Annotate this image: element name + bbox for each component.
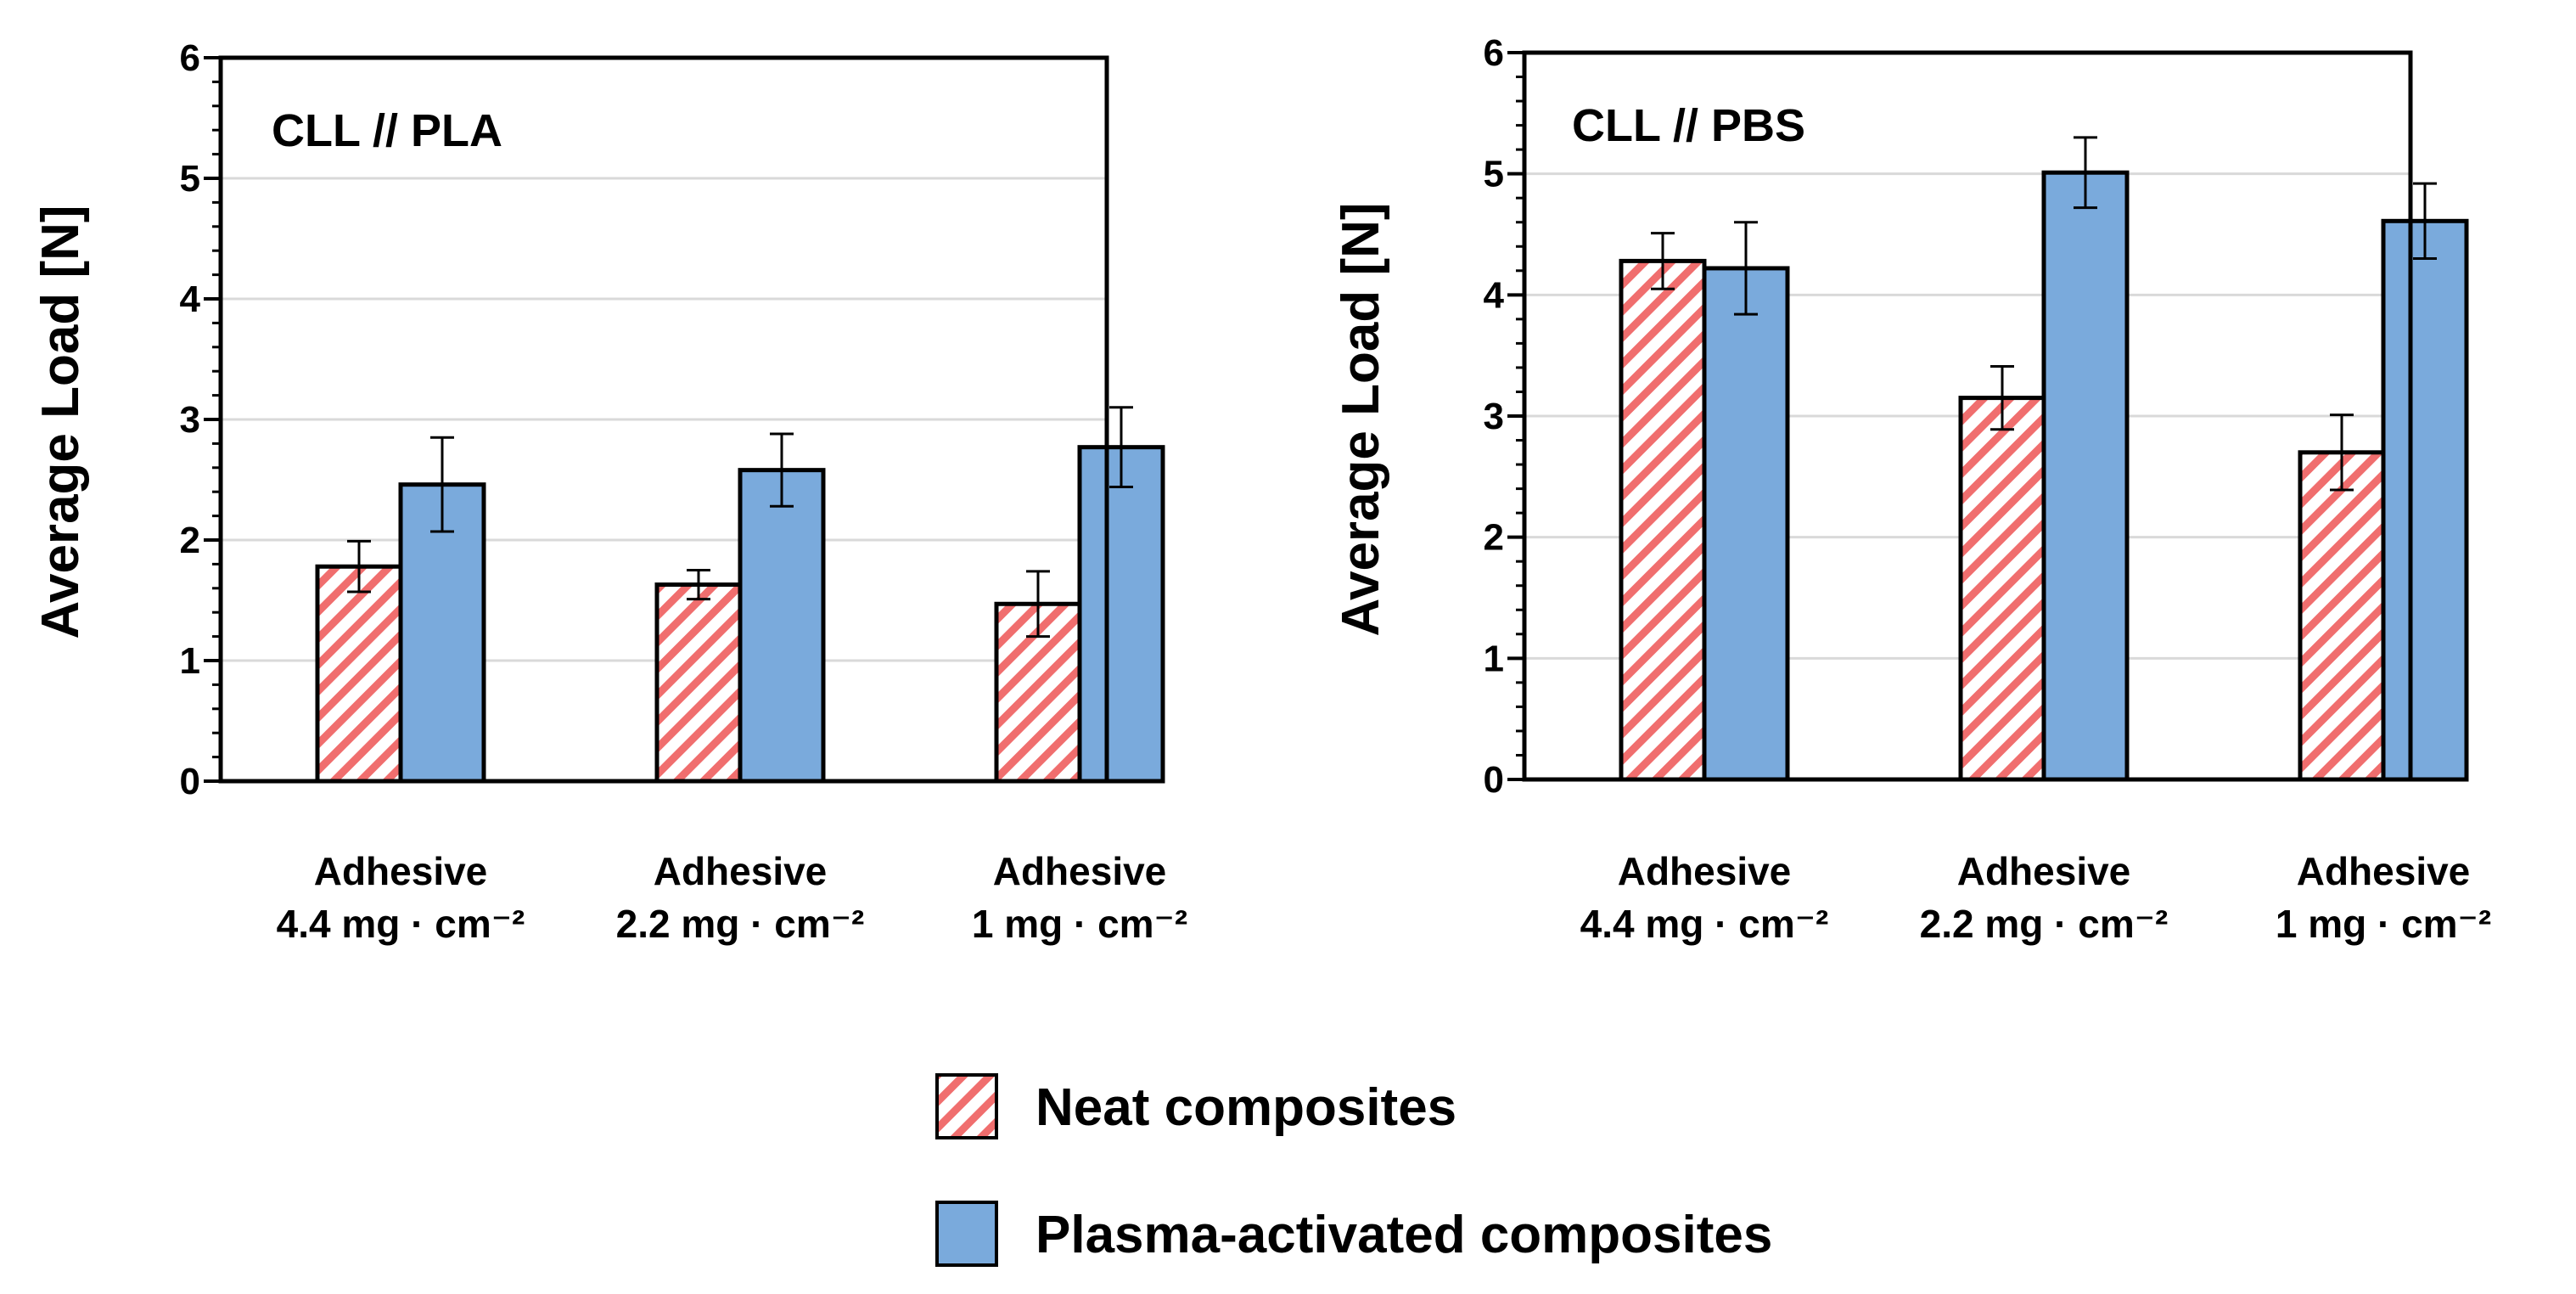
chart-cll-pla: CLL // PLA Average Load [N] 0 1 2 3 4 5 6 Adhes… xyxy=(31,37,1187,946)
legend: Neat composites Plasma-activated composi… xyxy=(935,1073,1772,1267)
bar-neat xyxy=(2298,450,2386,782)
y-tick-label: 3 xyxy=(180,399,200,441)
legend-label-neat: Neat composites xyxy=(1035,1078,1456,1137)
y-axis-label-pla: Average Load [N] xyxy=(31,205,90,639)
x-category-label-line2: 1 mg · cm⁻² xyxy=(2276,902,2491,946)
x-category-label-line1: Adhesive xyxy=(314,849,488,893)
x-category-label-line2: 4.4 mg · cm⁻² xyxy=(1580,902,1829,946)
y-tick-label: 2 xyxy=(1484,517,1504,559)
y-tick-label: 3 xyxy=(1484,396,1504,437)
error-bar xyxy=(1651,232,1675,290)
error-bar xyxy=(2330,414,2354,492)
y-tick-label: 1 xyxy=(180,640,200,682)
error-bar xyxy=(430,436,454,533)
y-tick-label: 4 xyxy=(180,278,201,320)
bar-plasma xyxy=(2381,218,2469,782)
error-bar xyxy=(1026,570,1050,639)
y-tick-label: 5 xyxy=(1484,154,1504,195)
bar-neat xyxy=(1619,258,1707,782)
y-tick-label: 0 xyxy=(180,761,200,802)
legend-label-plasma: Plasma-activated composites xyxy=(1035,1206,1772,1264)
x-category-label-line1: Adhesive xyxy=(1957,849,2131,893)
bar-plasma xyxy=(738,468,826,784)
bar-plasma xyxy=(2041,170,2130,782)
bar-neat xyxy=(654,582,743,784)
y-tick-label: 5 xyxy=(180,158,200,200)
legend-swatch-plasma xyxy=(935,1201,998,1267)
bar-neat xyxy=(1958,396,2046,782)
y-tick-label: 1 xyxy=(1484,638,1504,679)
error-bar xyxy=(1990,365,2014,431)
plot-frame xyxy=(1522,50,2413,782)
bar-neat xyxy=(994,601,1082,784)
error-bar xyxy=(1109,406,1133,489)
error-bar xyxy=(1734,221,1758,316)
chart-title-pbs: CLL // PBS xyxy=(1572,100,1805,151)
error-bar xyxy=(770,432,794,508)
error-bar xyxy=(2074,136,2097,210)
bar-neat xyxy=(315,564,403,784)
x-category-label-line2: 1 mg · cm⁻² xyxy=(972,902,1187,946)
x-category-label-line1: Adhesive xyxy=(1618,849,1792,893)
y-tick-label: 2 xyxy=(180,520,200,561)
y-tick-label: 4 xyxy=(1484,274,1505,316)
x-category-label-line1: Adhesive xyxy=(2297,849,2471,893)
y-axis-label-pbs: Average Load [N] xyxy=(1332,202,1390,636)
x-category-label-line2: 4.4 mg · cm⁻² xyxy=(277,902,525,946)
bar-plasma xyxy=(1077,445,1165,784)
error-bar xyxy=(347,539,371,594)
y-tick-label: 6 xyxy=(180,37,200,79)
error-bar xyxy=(687,569,710,601)
x-category-label-line1: Adhesive xyxy=(993,849,1167,893)
y-tick-label: 0 xyxy=(1484,759,1504,801)
x-category-label-line1: Adhesive xyxy=(654,849,828,893)
x-category-label-line2: 2.2 mg · cm⁻² xyxy=(616,902,865,946)
bar-plasma xyxy=(1702,266,1790,782)
chart-title-pla: CLL // PLA xyxy=(272,105,502,156)
y-tick-label: 6 xyxy=(1484,32,1504,74)
plot-frame xyxy=(218,55,1109,784)
legend-swatch-neat xyxy=(935,1073,998,1139)
x-category-label-line2: 2.2 mg · cm⁻² xyxy=(1920,902,2169,946)
error-bar xyxy=(2413,182,2437,261)
chart-cll-pbs: CLL // PBS Average Load [N] 0 1 2 3 4 5 6 Adhes… xyxy=(1332,32,2491,946)
